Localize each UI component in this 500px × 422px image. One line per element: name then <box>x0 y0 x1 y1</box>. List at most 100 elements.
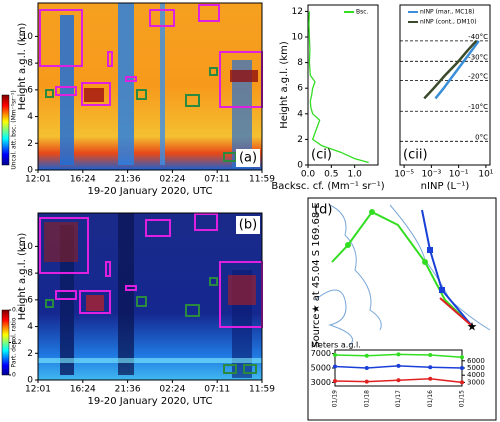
y-axis-label: Height a.g.l. (km) <box>279 41 290 129</box>
legend-label: nINP (mar., MC18) <box>420 9 474 16</box>
point <box>396 378 401 383</box>
y2-tick-label: 6000 <box>467 357 485 365</box>
plot-frame <box>37 212 263 381</box>
y-tick-label: 6 <box>297 84 303 94</box>
x-tick-label: 01/16 <box>427 390 434 407</box>
x-tick-label: 0.0 <box>301 170 316 180</box>
y-tick-label: 7000 <box>311 349 331 358</box>
y-axis-label: Height a.g.l. (km) <box>17 23 28 111</box>
isotherm-label: -30°C <box>468 53 488 61</box>
legend-label: nINP (cont., DM10) <box>420 19 477 26</box>
x-tick-label: 10¹ <box>478 170 493 180</box>
y-tick-label: 8 <box>27 59 33 69</box>
y-axis-label: Meters a.g.l. <box>311 341 361 350</box>
y-tick-label: 10 <box>22 32 34 42</box>
svg-text:★: ★ <box>467 320 478 334</box>
point <box>364 379 369 384</box>
x-tick-label: 11:59 <box>249 385 275 395</box>
x-tick-label: 02:24 <box>159 385 185 395</box>
point <box>428 365 433 370</box>
y-tick-label: 4 <box>27 112 33 122</box>
point <box>460 380 464 385</box>
point <box>460 366 464 370</box>
y-tick-label: 8 <box>27 269 33 279</box>
point <box>364 366 369 370</box>
panel-label: (ci) <box>311 148 332 163</box>
y-tick-label: 8 <box>297 58 303 68</box>
x-tick-label: 21:36 <box>115 175 141 185</box>
y-axis-label: Height a.g.l. (km) <box>17 233 28 321</box>
y-tick-label: 3000 <box>311 378 331 387</box>
plot-frame <box>37 2 263 171</box>
panel-b-image <box>38 213 263 380</box>
colorbar-label: Uncal. att. bsc. (Mm⁻¹sr⁻¹) <box>11 90 18 169</box>
y-tick-label: 5000 <box>311 364 331 373</box>
point <box>428 376 433 381</box>
point <box>396 352 401 357</box>
x-tick-label: 16:24 <box>70 175 96 185</box>
panel-label: (a) <box>239 151 257 166</box>
map-area: ★ <box>307 197 497 421</box>
isotherm-label: -20°C <box>468 73 488 81</box>
x-axis-label: nINP (L⁻¹) <box>421 181 470 192</box>
colorbar <box>1 94 10 166</box>
series-line <box>423 39 478 100</box>
y2-tick-label: 4000 <box>467 371 485 379</box>
source-label: Source★ at 45.04 S 169.68 E <box>311 202 322 348</box>
x-tick-label: 11:59 <box>249 175 275 185</box>
x-tick-label: 16:24 <box>70 385 96 395</box>
x-axis-label: Backsc. cf. (Mm⁻¹ sr⁻¹) <box>271 181 384 192</box>
y-tick-label: 0 <box>297 161 303 171</box>
x-tick-label: 1.0 <box>348 170 363 180</box>
panel-label: (b) <box>239 218 257 233</box>
plot-frame <box>399 4 491 166</box>
x-tick-label: 02:24 <box>159 175 185 185</box>
panel-a-image <box>38 3 263 170</box>
x-tick-label: 21:36 <box>115 385 141 395</box>
point <box>364 353 369 358</box>
x-axis-label: 19-20 January 2020, UTC <box>88 396 213 407</box>
colorbar-tick-label: 0.4 <box>12 307 22 314</box>
x-tick-label: 01/19 <box>332 390 339 407</box>
x-axis-label: 19-20 January 2020, UTC <box>88 186 213 197</box>
y-tick-label: 6 <box>27 295 33 305</box>
y-tick-label: 4 <box>297 109 303 119</box>
y2-tick-label: 3000 <box>467 378 485 386</box>
x-tick-label: 10⁻¹ <box>449 170 469 180</box>
panel-label: (cii) <box>403 148 428 163</box>
colorbar <box>1 309 10 376</box>
x-tick-label: 12:01 <box>25 385 51 395</box>
point <box>333 353 337 358</box>
legend-label: Bsc. <box>356 9 369 16</box>
x-tick-label: 10⁻⁵ <box>394 170 414 180</box>
x-tick-label: 10⁻³ <box>421 170 441 180</box>
x-tick-label: 07:11 <box>204 385 230 395</box>
y-tick-label: 4 <box>27 322 33 332</box>
y2-tick-label: 5000 <box>467 364 485 372</box>
y-tick-label: 10 <box>22 242 34 252</box>
point <box>428 353 433 358</box>
point <box>333 364 337 369</box>
point <box>333 378 337 383</box>
isotherm-label: -10°C <box>468 103 488 111</box>
colorbar-label: Part. depol. ratio <box>11 317 18 367</box>
x-tick-label: 01/18 <box>363 390 370 407</box>
x-tick-label: 0.5 <box>324 170 338 180</box>
panel-label: (d) <box>314 203 332 218</box>
y-tick-label: 12 <box>292 7 303 17</box>
isotherm-label: 0°C <box>475 133 488 141</box>
panel-label-bg <box>236 216 260 234</box>
x-tick-label: 07:11 <box>204 175 230 185</box>
y-tick-label: 0 <box>27 166 33 176</box>
colorbar-tick-label: 0 <box>12 372 16 379</box>
point <box>460 355 464 360</box>
series-line <box>308 11 369 164</box>
x-tick-label: 12:01 <box>25 175 51 185</box>
colorbar-tick-label: 0.2 <box>12 339 22 346</box>
y-tick-label: 10 <box>292 33 304 43</box>
x-tick-label: 01/15 <box>459 390 466 407</box>
y-tick-label: 2 <box>297 135 303 145</box>
panel-label-bg <box>236 149 260 167</box>
series-line <box>434 40 480 100</box>
